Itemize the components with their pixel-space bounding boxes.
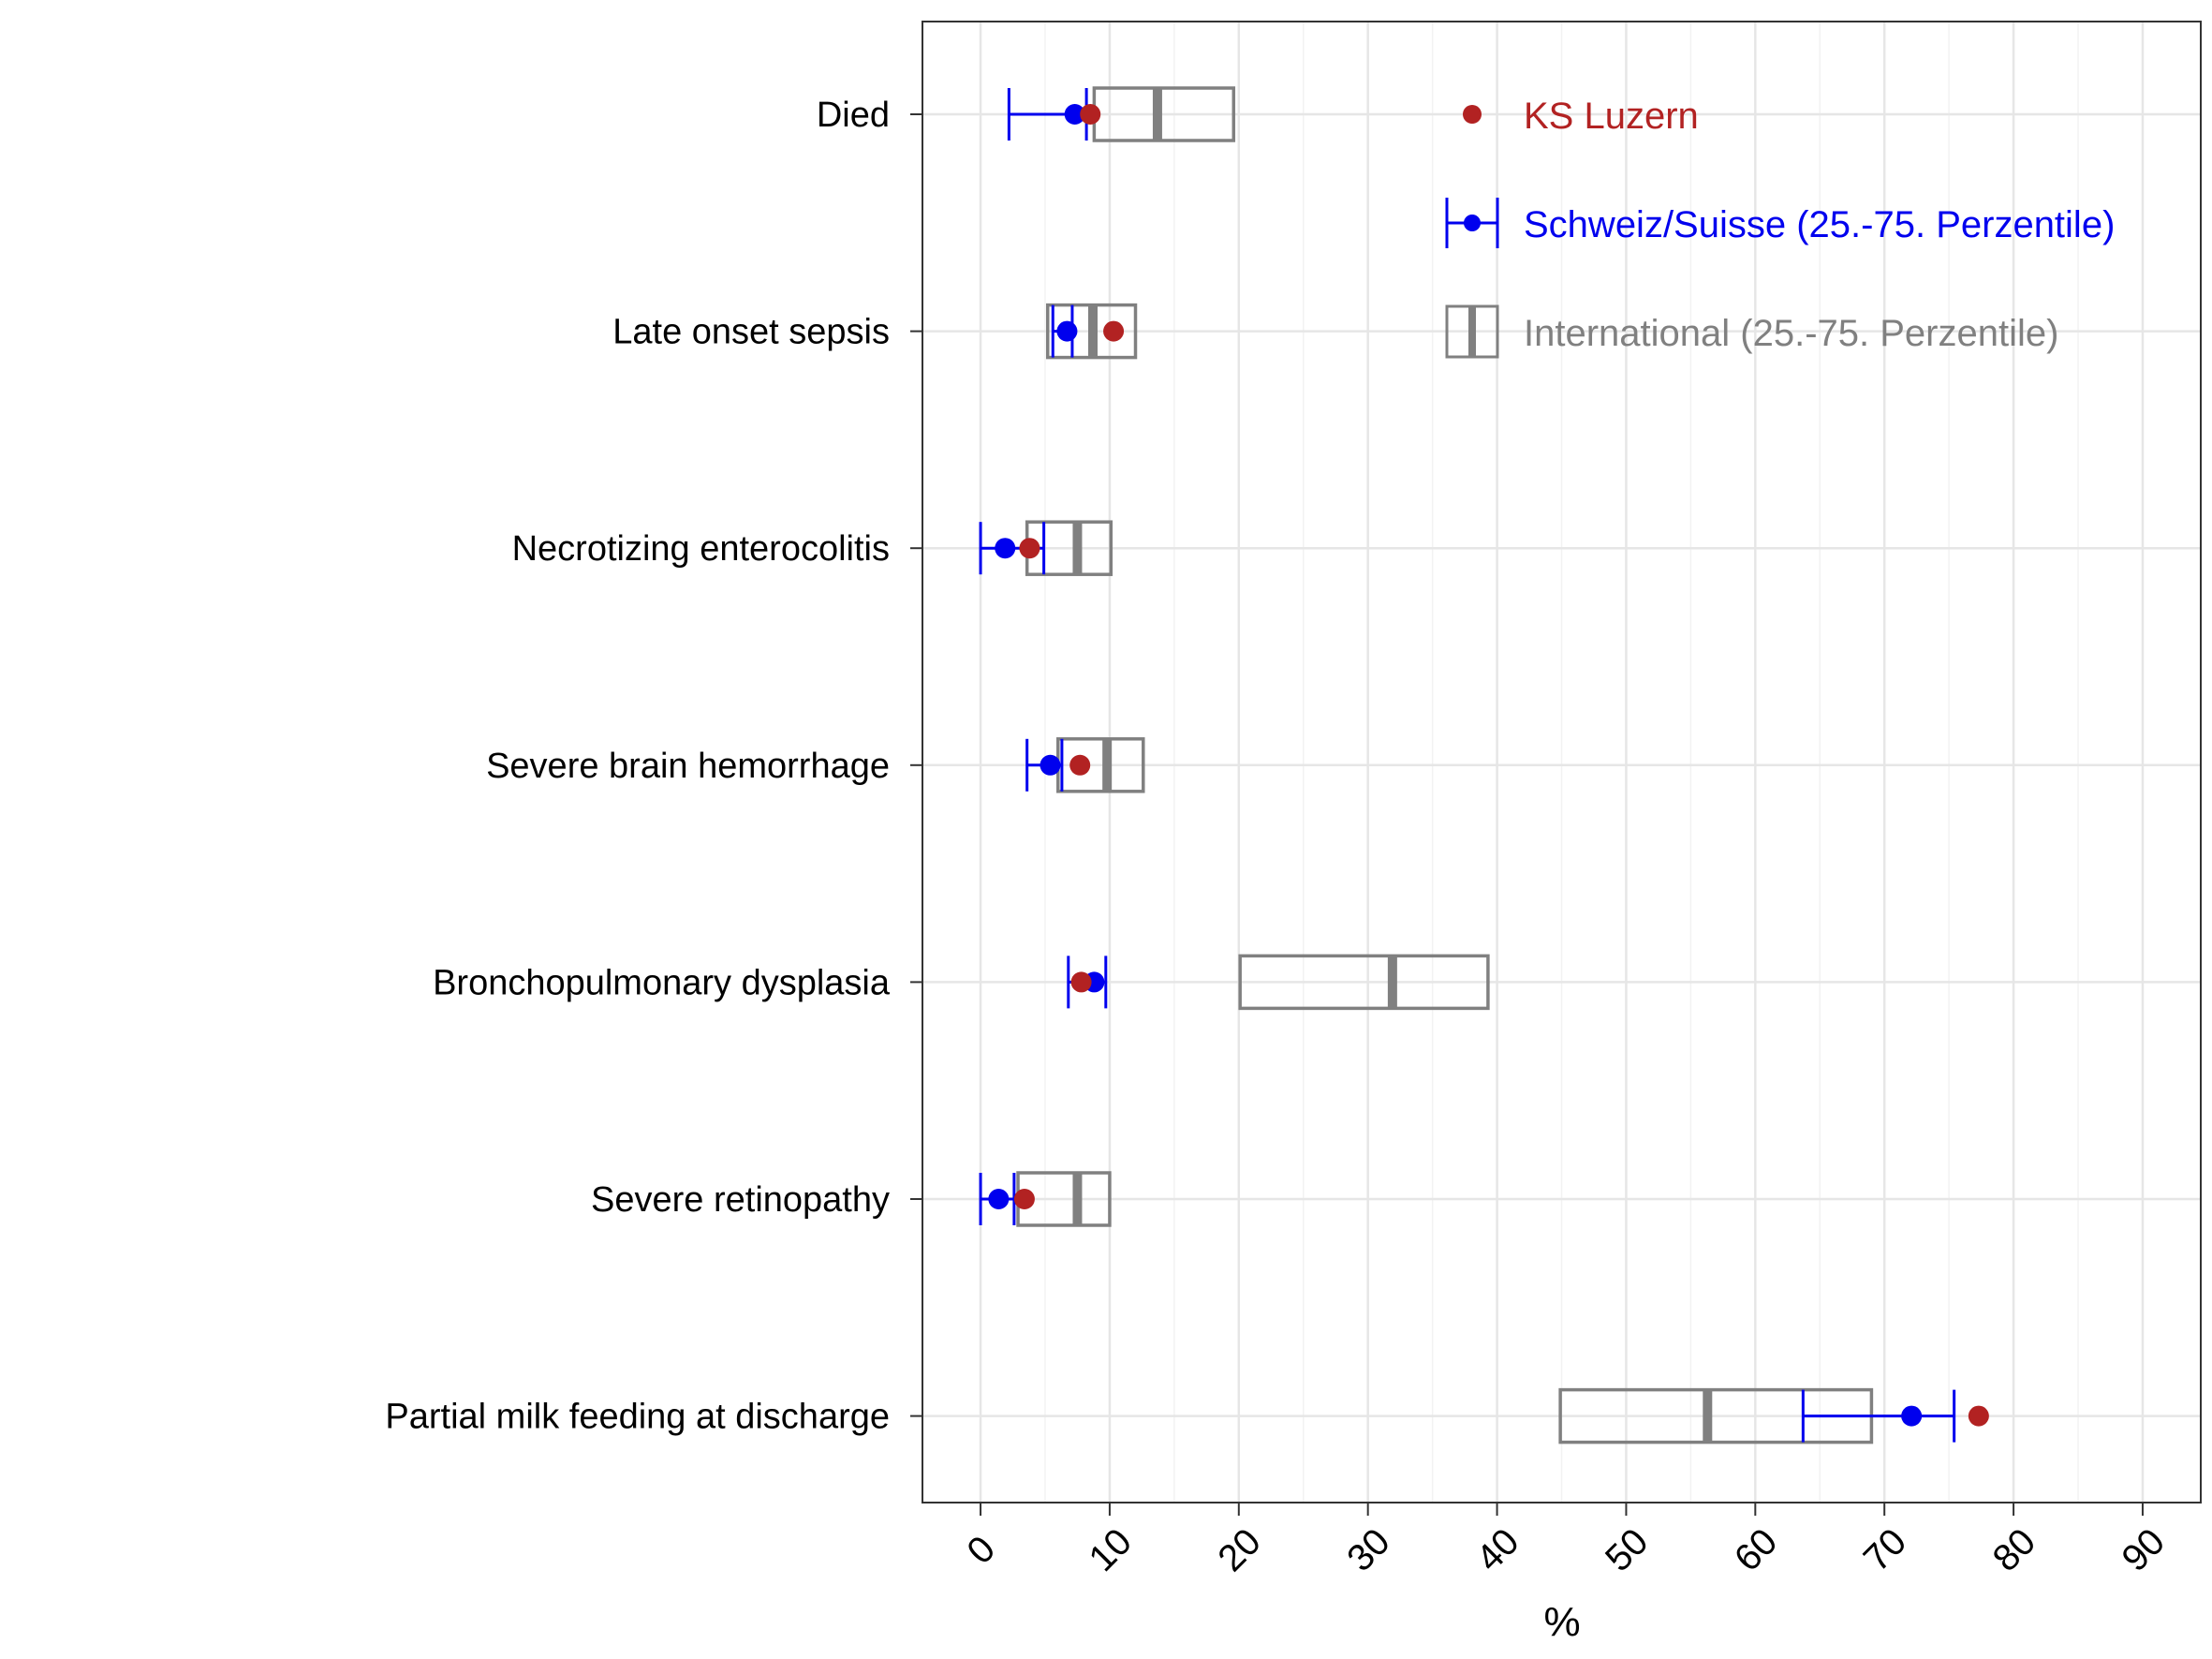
category-label: Partial milk feeding at discharge bbox=[385, 1398, 890, 1437]
x-axis-ticks: 0 10 20 30 40 50 60 70 80 90 bbox=[959, 1503, 2173, 1579]
x-tick-label: 10 bbox=[1081, 1521, 1140, 1580]
legend-item-luzern: KS Luzern bbox=[1463, 96, 1699, 137]
swiss-point-2 bbox=[995, 538, 1016, 559]
luzern-point-2 bbox=[1019, 538, 1040, 559]
legend-swiss-marker bbox=[1464, 215, 1481, 231]
luzern-point-5 bbox=[1013, 1189, 1035, 1209]
luzern-point-3 bbox=[1069, 754, 1091, 776]
x-tick-label: 0 bbox=[959, 1528, 1003, 1572]
plot-border bbox=[922, 21, 2202, 1503]
swiss-point-0 bbox=[1064, 104, 1085, 125]
x-tick-label: 90 bbox=[2114, 1521, 2173, 1580]
luzern-point-6 bbox=[1968, 1405, 1989, 1427]
category-label: Late onset sepsis bbox=[612, 313, 890, 352]
international-box-4 bbox=[1238, 954, 1490, 1011]
x-tick-label: 50 bbox=[1598, 1521, 1657, 1580]
x-tick-label: 20 bbox=[1210, 1521, 1269, 1580]
luzern-point-0 bbox=[1080, 104, 1101, 125]
category-labels: Died Late onset sepsis Necrotizing enteroc… bbox=[385, 96, 922, 1437]
x-tick-label: 70 bbox=[1856, 1521, 1915, 1580]
category-label: Died bbox=[817, 96, 890, 135]
category-label: Severe retinopathy bbox=[591, 1180, 890, 1220]
category-label: Necrotizing enterocolitis bbox=[512, 529, 890, 569]
swiss-point-6 bbox=[1901, 1405, 1923, 1427]
x-tick-label: 80 bbox=[1985, 1521, 2044, 1580]
swiss-point-3 bbox=[1040, 754, 1061, 776]
x-tick-label: 30 bbox=[1339, 1521, 1398, 1580]
legend-luzern-label: KS Luzern bbox=[1524, 96, 1699, 137]
swiss-point-1 bbox=[1056, 320, 1078, 342]
luzern-points bbox=[1013, 104, 1989, 1427]
luzern-point-1 bbox=[1103, 320, 1125, 342]
legend-item-international: International (25.-75. Perzentile) bbox=[1445, 304, 2058, 359]
x-tick-label: 40 bbox=[1468, 1521, 1527, 1580]
category-label: Bronchopulmonary dysplasia bbox=[433, 963, 891, 1002]
swiss-point-5 bbox=[988, 1189, 1010, 1209]
luzern-point-4 bbox=[1070, 971, 1092, 993]
x-axis-title: % bbox=[1543, 1599, 1580, 1645]
category-label: Severe brain hemorrhage bbox=[486, 747, 890, 786]
x-tick-label: 60 bbox=[1727, 1521, 1786, 1580]
legend-luzern-marker bbox=[1463, 105, 1482, 124]
legend-swiss-label: Schweiz/Suisse (25.-75. Perzentile) bbox=[1524, 204, 2115, 245]
legend-international-label: International (25.-75. Perzentile) bbox=[1524, 313, 2058, 354]
legend-item-swiss: Schweiz/Suisse (25.-75. Perzentile) bbox=[1445, 198, 2115, 248]
legend: KS Luzern Schweiz/Suisse (25.-75. Perzen… bbox=[1445, 96, 2115, 359]
